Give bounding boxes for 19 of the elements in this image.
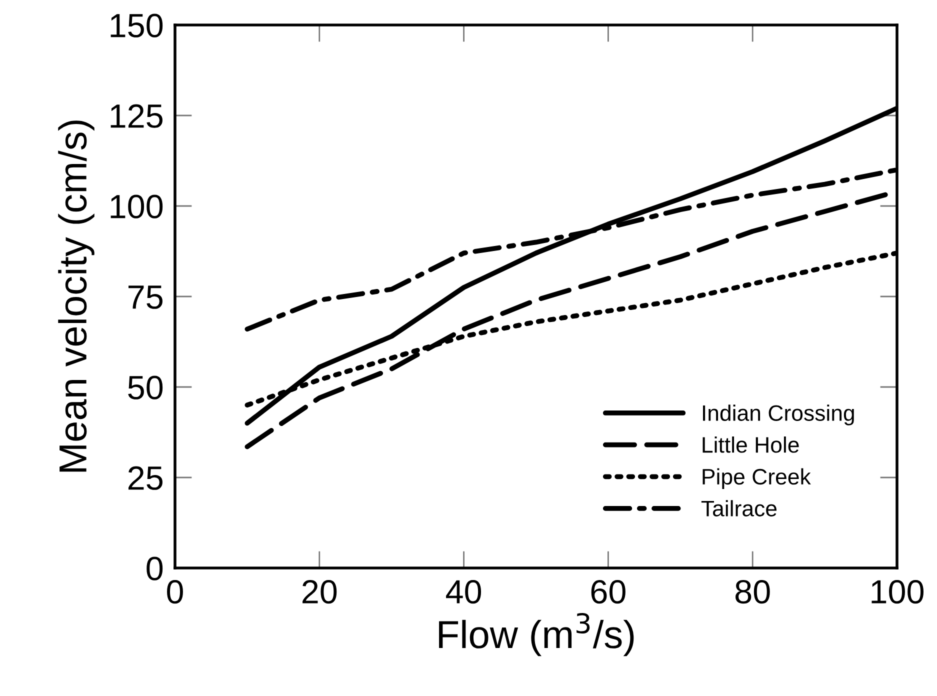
x-tick-label: 20 [302,580,337,604]
x-tick-label: 80 [736,580,770,604]
y-tick-label: 100 [110,194,163,218]
legend-label: Pipe Creek [702,468,811,490]
y-tick-label: 0 [146,556,163,580]
legend-label: Tailrace [701,500,777,516]
y-tick-label: 75 [128,286,162,309]
x-tick-label: 60 [591,580,626,604]
x-tick-label: 40 [446,580,482,604]
legend-label: Indian Crossing [702,404,854,426]
x-axis-title: Flow (m$^{3}$/s) [439,612,634,656]
legend-label: Little Hole [702,436,799,453]
x-tick-label: 100 [872,580,924,604]
y-tick-label: 150 [110,14,163,38]
y-tick-label: 50 [128,376,163,400]
y-axis-title: Mean velocity (cm/s) [58,120,94,472]
y-tick-label: 25 [128,466,162,490]
x-tick-label: 0 [167,580,183,604]
y-tick-label: 125 [110,104,162,128]
